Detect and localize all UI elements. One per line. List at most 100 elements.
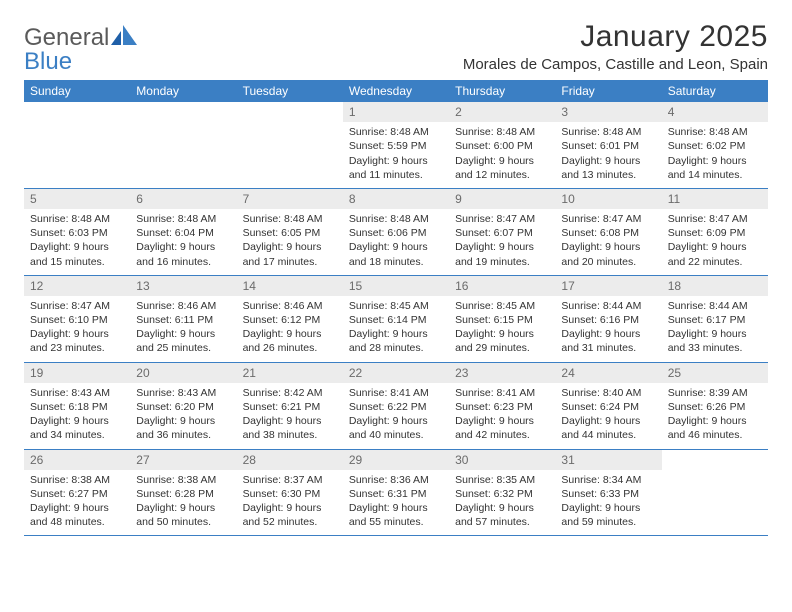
sunrise-line: Sunrise: 8:48 AM [349, 212, 443, 226]
daylight-line-2: and 42 minutes. [455, 428, 549, 442]
daylight-line-2: and 18 minutes. [349, 255, 443, 269]
daylight-line-1: Daylight: 9 hours [349, 240, 443, 254]
day-cell: 27Sunrise: 8:38 AMSunset: 6:28 PMDayligh… [130, 450, 236, 536]
daylight-line-1: Daylight: 9 hours [243, 414, 337, 428]
daylight-line-1: Daylight: 9 hours [30, 327, 124, 341]
day-cell: 16Sunrise: 8:45 AMSunset: 6:15 PMDayligh… [449, 276, 555, 362]
day-details: Sunrise: 8:45 AMSunset: 6:15 PMDaylight:… [449, 296, 555, 362]
day-number: 12 [24, 276, 130, 296]
day-details: Sunrise: 8:47 AMSunset: 6:09 PMDaylight:… [662, 209, 768, 275]
sunset-line: Sunset: 6:31 PM [349, 487, 443, 501]
day-number: 21 [237, 363, 343, 383]
empty-cell [662, 450, 768, 536]
daylight-line-1: Daylight: 9 hours [561, 154, 655, 168]
day-cell: 19Sunrise: 8:43 AMSunset: 6:18 PMDayligh… [24, 363, 130, 449]
daylight-line-1: Daylight: 9 hours [455, 154, 549, 168]
day-details: Sunrise: 8:48 AMSunset: 6:01 PMDaylight:… [555, 122, 661, 188]
logo-sail-icon [111, 25, 137, 45]
sunrise-line: Sunrise: 8:44 AM [561, 299, 655, 313]
daylight-line-1: Daylight: 9 hours [30, 414, 124, 428]
daylight-line-1: Daylight: 9 hours [455, 327, 549, 341]
day-cell: 13Sunrise: 8:46 AMSunset: 6:11 PMDayligh… [130, 276, 236, 362]
sunrise-line: Sunrise: 8:36 AM [349, 473, 443, 487]
day-number: 19 [24, 363, 130, 383]
daylight-line-2: and 14 minutes. [668, 168, 762, 182]
sunset-line: Sunset: 6:10 PM [30, 313, 124, 327]
day-number: 18 [662, 276, 768, 296]
day-cell: 26Sunrise: 8:38 AMSunset: 6:27 PMDayligh… [24, 450, 130, 536]
daylight-line-2: and 28 minutes. [349, 341, 443, 355]
sunset-line: Sunset: 6:03 PM [30, 226, 124, 240]
sunrise-line: Sunrise: 8:38 AM [136, 473, 230, 487]
day-details: Sunrise: 8:35 AMSunset: 6:32 PMDaylight:… [449, 470, 555, 536]
weekday-header: Sunday [24, 80, 130, 102]
daylight-line-2: and 52 minutes. [243, 515, 337, 529]
sunrise-line: Sunrise: 8:46 AM [136, 299, 230, 313]
sunrise-line: Sunrise: 8:43 AM [30, 386, 124, 400]
sunrise-line: Sunrise: 8:40 AM [561, 386, 655, 400]
title-block: January 2025 Morales de Campos, Castille… [463, 20, 768, 73]
day-cell: 18Sunrise: 8:44 AMSunset: 6:17 PMDayligh… [662, 276, 768, 362]
day-details: Sunrise: 8:46 AMSunset: 6:12 PMDaylight:… [237, 296, 343, 362]
day-details: Sunrise: 8:47 AMSunset: 6:10 PMDaylight:… [24, 296, 130, 362]
day-cell: 14Sunrise: 8:46 AMSunset: 6:12 PMDayligh… [237, 276, 343, 362]
logo-text: General Blue [24, 26, 137, 74]
sunrise-line: Sunrise: 8:48 AM [561, 125, 655, 139]
sunrise-line: Sunrise: 8:48 AM [668, 125, 762, 139]
daylight-line-2: and 36 minutes. [136, 428, 230, 442]
sunrise-line: Sunrise: 8:48 AM [455, 125, 549, 139]
day-number: 29 [343, 450, 449, 470]
sunrise-line: Sunrise: 8:41 AM [455, 386, 549, 400]
week-row: 1Sunrise: 8:48 AMSunset: 5:59 PMDaylight… [24, 102, 768, 189]
day-details: Sunrise: 8:36 AMSunset: 6:31 PMDaylight:… [343, 470, 449, 536]
daylight-line-2: and 19 minutes. [455, 255, 549, 269]
day-number: 11 [662, 189, 768, 209]
daylight-line-2: and 59 minutes. [561, 515, 655, 529]
sunset-line: Sunset: 6:06 PM [349, 226, 443, 240]
day-number: 22 [343, 363, 449, 383]
daylight-line-1: Daylight: 9 hours [136, 327, 230, 341]
daylight-line-1: Daylight: 9 hours [455, 240, 549, 254]
day-cell: 4Sunrise: 8:48 AMSunset: 6:02 PMDaylight… [662, 102, 768, 188]
day-number: 3 [555, 102, 661, 122]
sunrise-line: Sunrise: 8:41 AM [349, 386, 443, 400]
sunrise-line: Sunrise: 8:37 AM [243, 473, 337, 487]
daylight-line-1: Daylight: 9 hours [136, 240, 230, 254]
day-number: 28 [237, 450, 343, 470]
daylight-line-2: and 31 minutes. [561, 341, 655, 355]
sunrise-line: Sunrise: 8:47 AM [668, 212, 762, 226]
day-details: Sunrise: 8:46 AMSunset: 6:11 PMDaylight:… [130, 296, 236, 362]
sunrise-line: Sunrise: 8:44 AM [668, 299, 762, 313]
day-number: 31 [555, 450, 661, 470]
day-details: Sunrise: 8:45 AMSunset: 6:14 PMDaylight:… [343, 296, 449, 362]
day-number: 24 [555, 363, 661, 383]
day-number: 26 [24, 450, 130, 470]
sunrise-line: Sunrise: 8:48 AM [349, 125, 443, 139]
day-number: 10 [555, 189, 661, 209]
week-row: 5Sunrise: 8:48 AMSunset: 6:03 PMDaylight… [24, 189, 768, 276]
day-details: Sunrise: 8:41 AMSunset: 6:23 PMDaylight:… [449, 383, 555, 449]
sunrise-line: Sunrise: 8:48 AM [30, 212, 124, 226]
day-cell: 6Sunrise: 8:48 AMSunset: 6:04 PMDaylight… [130, 189, 236, 275]
logo: General Blue [24, 20, 137, 74]
day-cell: 3Sunrise: 8:48 AMSunset: 6:01 PMDaylight… [555, 102, 661, 188]
daylight-line-2: and 55 minutes. [349, 515, 443, 529]
day-number: 9 [449, 189, 555, 209]
day-cell: 2Sunrise: 8:48 AMSunset: 6:00 PMDaylight… [449, 102, 555, 188]
day-cell: 5Sunrise: 8:48 AMSunset: 6:03 PMDaylight… [24, 189, 130, 275]
daylight-line-1: Daylight: 9 hours [455, 501, 549, 515]
daylight-line-2: and 16 minutes. [136, 255, 230, 269]
sunrise-line: Sunrise: 8:42 AM [243, 386, 337, 400]
week-row: 26Sunrise: 8:38 AMSunset: 6:27 PMDayligh… [24, 450, 768, 537]
daylight-line-1: Daylight: 9 hours [668, 240, 762, 254]
sunset-line: Sunset: 6:24 PM [561, 400, 655, 414]
sunset-line: Sunset: 6:30 PM [243, 487, 337, 501]
day-details: Sunrise: 8:48 AMSunset: 5:59 PMDaylight:… [343, 122, 449, 188]
day-cell: 10Sunrise: 8:47 AMSunset: 6:08 PMDayligh… [555, 189, 661, 275]
daylight-line-2: and 17 minutes. [243, 255, 337, 269]
daylight-line-2: and 38 minutes. [243, 428, 337, 442]
day-cell: 29Sunrise: 8:36 AMSunset: 6:31 PMDayligh… [343, 450, 449, 536]
sunset-line: Sunset: 6:07 PM [455, 226, 549, 240]
day-details: Sunrise: 8:44 AMSunset: 6:16 PMDaylight:… [555, 296, 661, 362]
day-details: Sunrise: 8:37 AMSunset: 6:30 PMDaylight:… [237, 470, 343, 536]
